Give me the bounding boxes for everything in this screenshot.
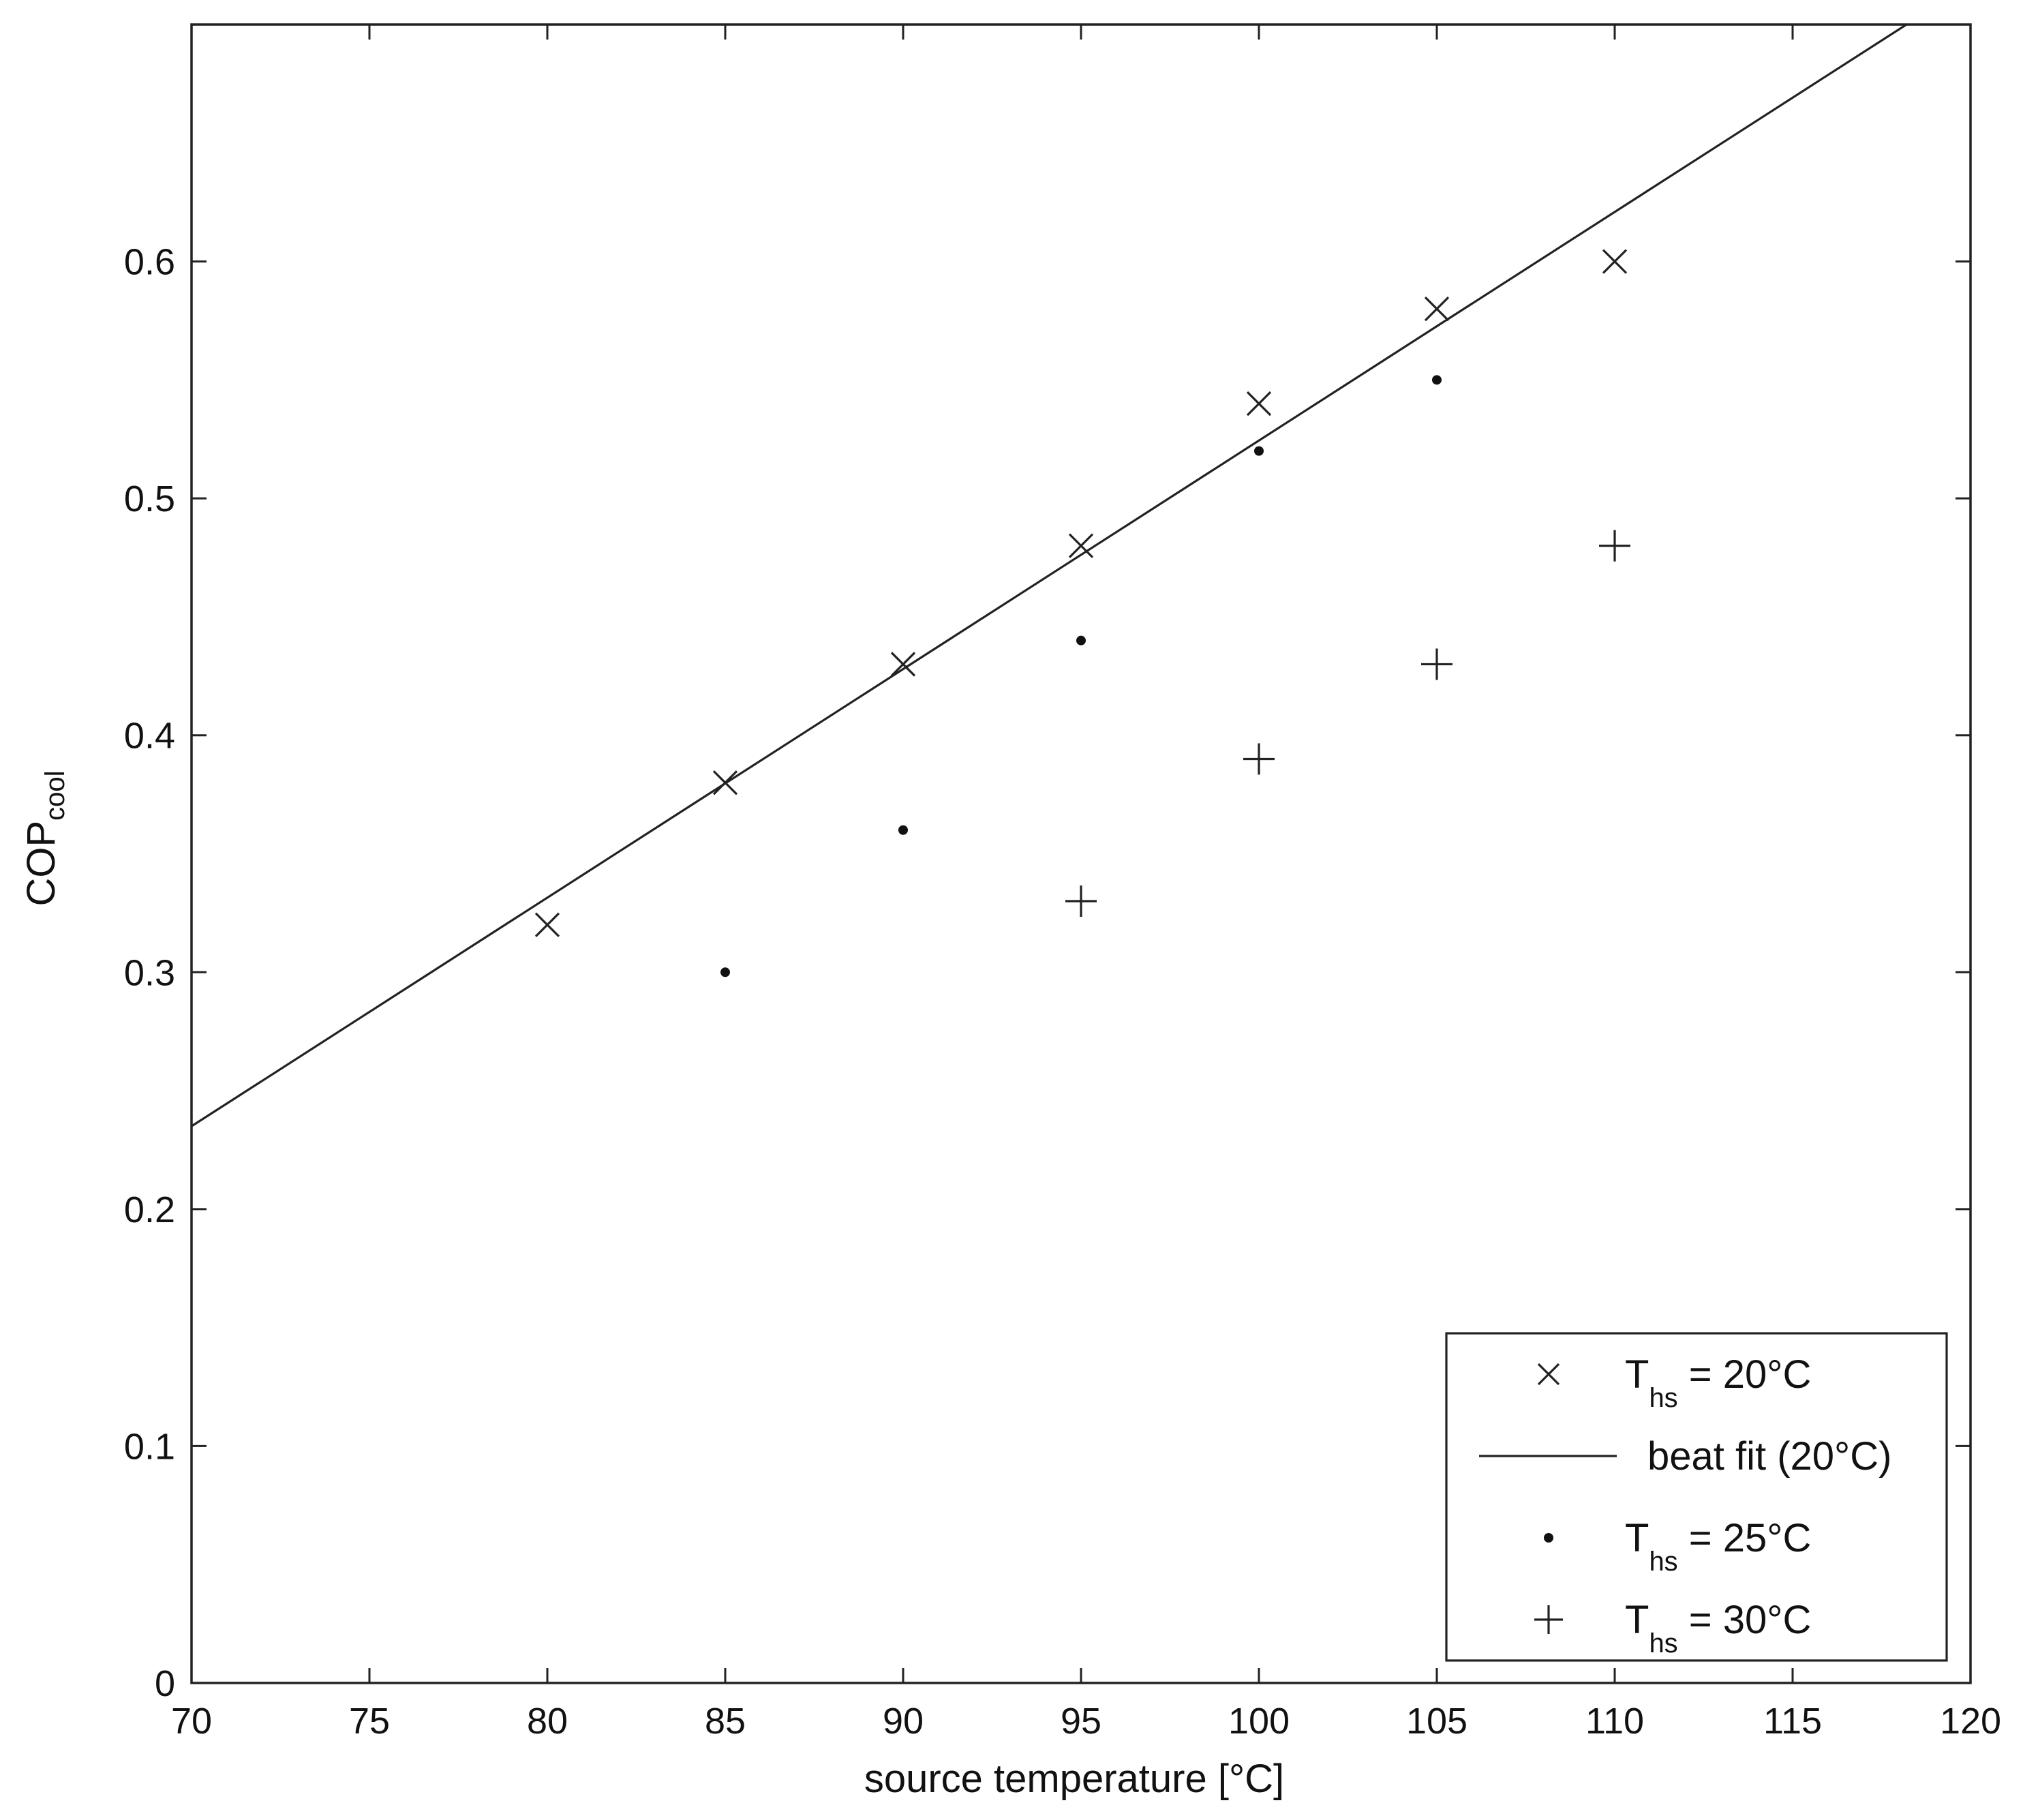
series-3-point-2 xyxy=(898,825,908,835)
legend-entry-1-label: Ths = 20°C xyxy=(1625,1352,1811,1413)
legend-entry-3-label-main: T xyxy=(1625,1516,1649,1560)
series-3-point-3 xyxy=(1076,635,1086,646)
x-tick-label: 90 xyxy=(883,1701,924,1742)
legend-entry-4-label: Ths = 30°C xyxy=(1625,1598,1811,1658)
x-tick-label: 85 xyxy=(705,1701,746,1742)
legend-entry-2-label-main: beat fit (20°C) xyxy=(1647,1434,1891,1478)
series-4-point-3 xyxy=(1421,648,1452,680)
x-tick-label: 110 xyxy=(1585,1701,1644,1742)
series-2 xyxy=(192,25,1907,1127)
axes: 70 75 80 85 90 95 100 105 110 115 120 0 0.1 0.2 0.3 0.4… xyxy=(124,23,2001,1742)
y-tick-label: 0.3 xyxy=(124,952,175,993)
series-1-point-4-stroke-b xyxy=(1068,533,1094,558)
x-axis-title: source temperature [°C] xyxy=(864,1757,1284,1801)
x-tick-label: 120 xyxy=(1940,1701,2001,1742)
legend-entry-1-marker-swatch xyxy=(1537,1363,1560,1386)
series-4-point-4 xyxy=(1599,530,1630,562)
series-3 xyxy=(720,375,1442,977)
legend-entry-1-marker-swatch-stroke-b xyxy=(1537,1363,1560,1386)
x-tick-label: 70 xyxy=(171,1701,212,1742)
series-4-point-2 xyxy=(1243,743,1275,775)
plot-area xyxy=(192,25,1907,1127)
series-3-point-5 xyxy=(1432,375,1442,385)
legend-entry-1-label-subscript: hs xyxy=(1649,1383,1677,1413)
y-tick-label: 0 xyxy=(155,1663,175,1704)
y-axis-title-main: COP xyxy=(19,821,63,907)
series-1-point-5 xyxy=(1246,391,1272,416)
x-tick-label: 80 xyxy=(527,1701,568,1742)
x-tick-label: 105 xyxy=(1406,1701,1467,1742)
legend-entry-4-label-rest: = 30°C xyxy=(1678,1598,1812,1642)
series-1-point-4 xyxy=(1068,533,1094,558)
series-3-point-4 xyxy=(1254,446,1264,456)
series-1-point-5-stroke-b xyxy=(1246,391,1272,416)
legend-entry-4: Ths = 30°C xyxy=(1534,1598,1811,1658)
y-axis-title-subscript: cool xyxy=(40,770,70,820)
legend-entry-2: beat fit (20°C) xyxy=(1479,1434,1891,1478)
x-tick-label: 75 xyxy=(349,1701,390,1742)
fit-line xyxy=(192,25,1907,1127)
legend-entry-4-label-subscript: hs xyxy=(1649,1628,1677,1658)
x-tick-label: 115 xyxy=(1763,1701,1822,1742)
legend-entry-3-label-rest: = 25°C xyxy=(1678,1516,1812,1560)
series-1-point-7 xyxy=(1602,249,1628,274)
x-tick-label: 100 xyxy=(1228,1701,1290,1742)
legend-box xyxy=(1445,1332,1948,1662)
y-tick-label: 0.6 xyxy=(124,242,175,283)
legend-entry-3-label: Ths = 25°C xyxy=(1625,1516,1811,1577)
y-axis-title: COPcool xyxy=(19,770,70,906)
legend-entry-2-label: beat fit (20°C) xyxy=(1647,1434,1891,1478)
legend-entry-4-marker-swatch xyxy=(1534,1605,1563,1634)
y-tick-label: 0.5 xyxy=(124,479,175,519)
y-tick-label: 0.2 xyxy=(124,1189,175,1230)
series-1-point-6-stroke-b xyxy=(1424,296,1450,322)
y-tick-label: 0.4 xyxy=(124,716,175,757)
series-4 xyxy=(1065,530,1630,917)
series-4-point-1 xyxy=(1065,885,1097,917)
series-1-point-1-stroke-b xyxy=(534,912,560,937)
series-1-point-7-stroke-b xyxy=(1602,249,1628,274)
legend-entry-1-label-main: T xyxy=(1625,1352,1649,1397)
y-tick-label: 0.1 xyxy=(124,1426,175,1467)
legend-entry-3-marker-swatch xyxy=(1544,1533,1553,1543)
series-1-point-1 xyxy=(534,912,560,937)
x-tick-label: 95 xyxy=(1061,1701,1101,1742)
series-1-point-3 xyxy=(890,652,916,677)
legend-entry-4-label-main: T xyxy=(1625,1598,1649,1642)
legend-entry-3: Ths = 25°C xyxy=(1544,1516,1811,1577)
series-1-point-3-stroke-b xyxy=(890,652,916,677)
series-3-point-1 xyxy=(720,967,730,977)
legend-entry-1-label-rest: = 20°C xyxy=(1678,1352,1812,1397)
legend-entry-1: Ths = 20°C xyxy=(1537,1352,1811,1413)
series-1-point-6 xyxy=(1424,296,1450,322)
legend-entry-3-label-subscript: hs xyxy=(1649,1547,1677,1577)
